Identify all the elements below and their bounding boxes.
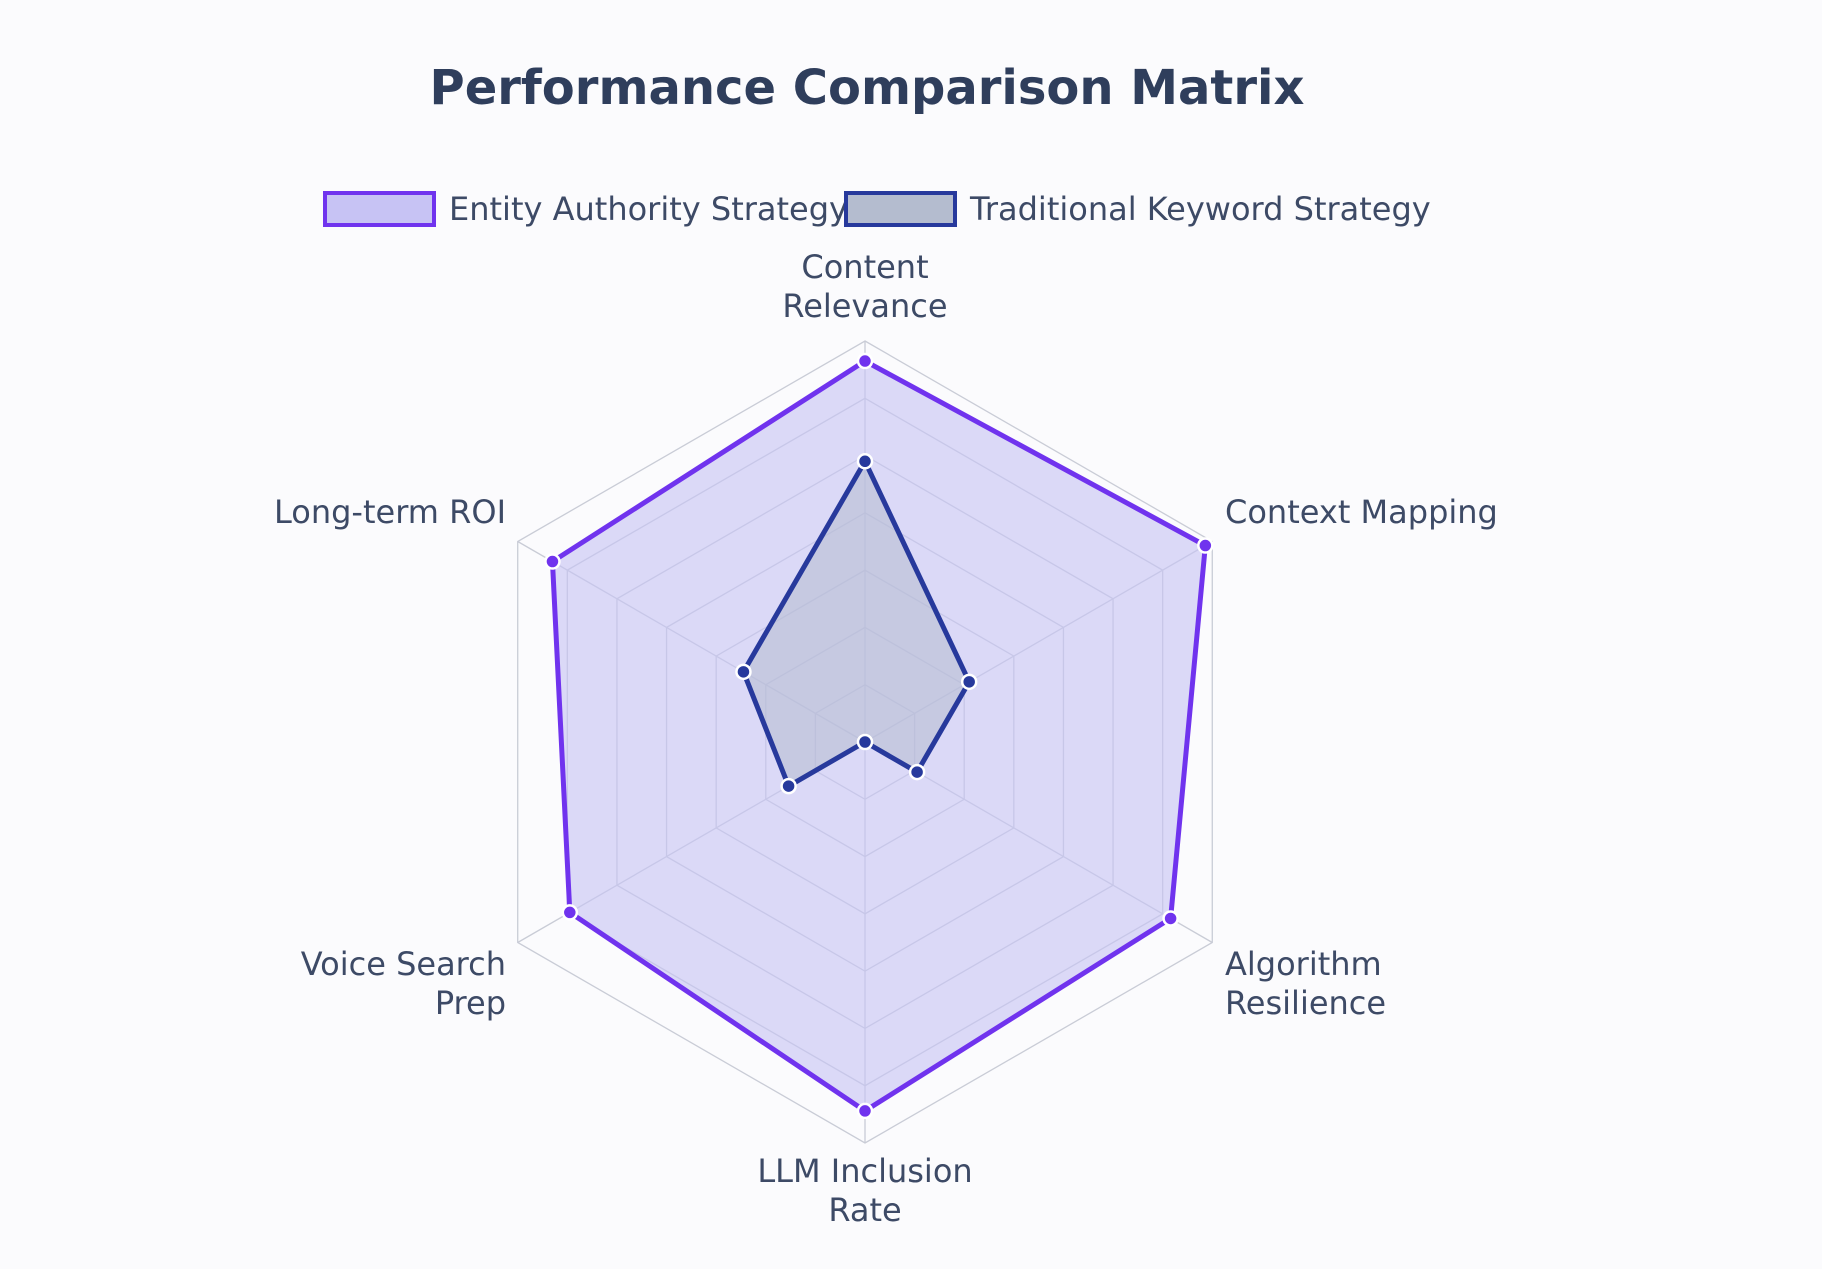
legend-item-entity-authority[interactable]: Entity Authority Strategy: [323, 190, 848, 228]
axis-label-1-line-1: Content: [801, 248, 928, 286]
data-point-traditional-keyword-strategy-2[interactable]: [960, 673, 978, 691]
data-point-traditional-keyword-strategy-6[interactable]: [735, 663, 752, 681]
data-point-entity-authority-strategy-5[interactable]: [561, 904, 579, 921]
axis-label-1-line-2: Relevance: [782, 287, 947, 325]
chart-title: Performance Comparison Matrix: [430, 60, 1305, 116]
axis-label-3-line-1: Algorithm: [1225, 945, 1382, 983]
legend-swatch-entity-authority: [323, 191, 436, 227]
axis-label-2-line-1: Context Mapping: [1225, 493, 1498, 531]
axis-label-5-line-2: Prep: [435, 984, 506, 1022]
legend-swatch-traditional-keyword: [844, 191, 957, 227]
axis-label-6-line-1: Long-term ROI: [274, 493, 506, 531]
axis-label-4-line-1: LLM Inclusion: [757, 1152, 972, 1190]
axis-label-4-line-2: Rate: [828, 1191, 901, 1229]
legend: Entity Authority Strategy Traditional Ke…: [323, 190, 1431, 228]
legend-item-traditional-keyword[interactable]: Traditional Keyword Strategy: [844, 190, 1431, 228]
legend-label-traditional-keyword: Traditional Keyword Strategy: [969, 190, 1431, 228]
data-point-entity-authority-strategy-6[interactable]: [544, 553, 561, 570]
radar-series: [544, 352, 1214, 1120]
data-point-entity-authority-strategy-3[interactable]: [1162, 910, 1179, 927]
data-point-traditional-keyword-strategy-1[interactable]: [856, 453, 874, 470]
data-point-entity-authority-strategy-1[interactable]: [856, 352, 874, 370]
data-point-entity-authority-strategy-2[interactable]: [1197, 537, 1214, 554]
axis-label-3-line-2: Resilience: [1225, 984, 1386, 1022]
data-point-traditional-keyword-strategy-3[interactable]: [908, 763, 926, 781]
data-point-entity-authority-strategy-4[interactable]: [856, 1102, 874, 1120]
legend-label-entity-authority: Entity Authority Strategy: [449, 190, 848, 228]
data-point-traditional-keyword-strategy-5[interactable]: [780, 777, 797, 795]
data-point-traditional-keyword-strategy-4[interactable]: [856, 733, 874, 751]
axis-label-5-line-1: Voice Search: [301, 945, 506, 983]
